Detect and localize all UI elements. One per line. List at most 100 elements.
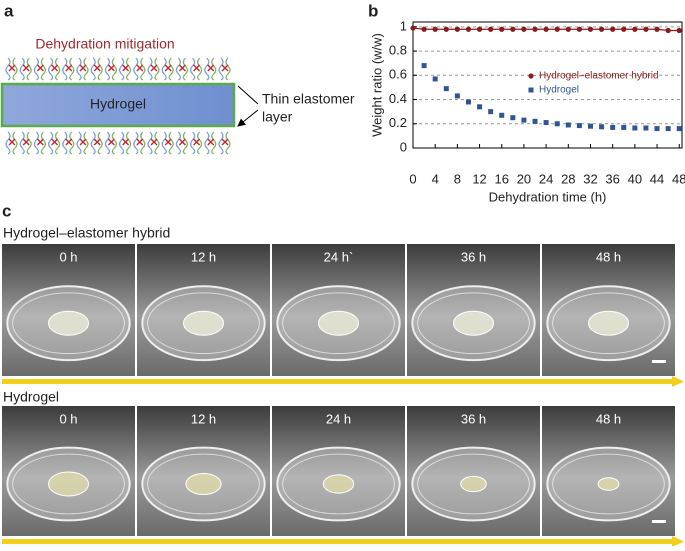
y-tick-label: 0 (400, 139, 407, 154)
chain (140, 57, 146, 81)
sample (453, 310, 494, 336)
chain (69, 131, 75, 155)
point (521, 117, 527, 123)
point (410, 25, 416, 31)
x-tick-label: 40 (628, 171, 642, 186)
time-arrow-head (672, 536, 684, 547)
x-tick-label: 20 (517, 171, 531, 186)
point (443, 26, 449, 32)
crosslink (8, 64, 16, 72)
point (621, 26, 627, 32)
crosslink (164, 64, 172, 72)
sample (588, 310, 629, 336)
sample (460, 475, 487, 493)
chain (83, 131, 89, 155)
point (576, 26, 582, 32)
sample (185, 472, 222, 496)
crosslink (79, 64, 87, 72)
chain (62, 57, 68, 81)
dish-inner (282, 453, 395, 515)
point (499, 112, 505, 118)
point (643, 125, 649, 131)
panel-label: c (2, 201, 11, 220)
row-title: Hydrogel (3, 389, 59, 405)
dish-inner (147, 292, 260, 355)
chain (225, 57, 231, 81)
chain (190, 131, 196, 155)
chain (161, 57, 167, 81)
crosslink (178, 64, 186, 72)
sample (322, 474, 355, 494)
point (554, 26, 560, 32)
chain (147, 131, 153, 155)
chain (168, 57, 174, 81)
y-tick-label: 0.2 (389, 115, 407, 130)
legend-marker (528, 87, 534, 93)
plot-frame (412, 21, 683, 149)
crosslink (221, 138, 229, 146)
x-tick-label: 0 (409, 171, 416, 186)
y-axis-label: Weight ratio (w/w) (369, 33, 384, 137)
chain (140, 131, 146, 155)
chain (218, 57, 224, 81)
legend-marker (528, 73, 534, 79)
point (632, 125, 638, 131)
chain (48, 131, 54, 155)
chain (62, 131, 68, 155)
point (521, 26, 527, 32)
legend-label: Hydrogel (539, 85, 579, 96)
crosslink (36, 138, 44, 146)
point (421, 26, 427, 32)
chain (48, 57, 54, 81)
chain (76, 57, 82, 81)
crosslink (221, 64, 229, 72)
crosslink (136, 138, 144, 146)
crosslink (93, 138, 101, 146)
point (554, 121, 560, 127)
point (499, 26, 505, 32)
time-arrow (2, 379, 674, 384)
chain (104, 57, 110, 81)
point (587, 123, 593, 129)
chain (104, 131, 110, 155)
y-tick-label: 0.8 (389, 43, 407, 58)
crosslink (79, 138, 87, 146)
row-title: Hydrogel–elastomer hybrid (3, 225, 170, 241)
dish-inner (552, 292, 665, 355)
point (476, 26, 483, 32)
chain (133, 57, 139, 81)
chain (126, 131, 132, 155)
dish-inner (417, 292, 530, 355)
crosslink (107, 64, 115, 72)
dish-inner (147, 453, 260, 515)
x-tick-label: 28 (561, 171, 575, 186)
time-label: 0 h (59, 411, 77, 426)
chain (161, 131, 167, 155)
point (676, 27, 682, 34)
crosslink (22, 64, 30, 72)
chain (211, 131, 217, 155)
mitigation-text: Dehydration mitigation (35, 36, 174, 52)
point (432, 26, 438, 32)
point (598, 26, 605, 32)
time-label: 12 h (191, 411, 216, 426)
chain (97, 57, 103, 81)
x-tick-label: 24 (539, 171, 553, 186)
chain (12, 57, 18, 81)
x-tick-label: 32 (583, 171, 597, 186)
chain (119, 57, 125, 81)
legend-label: Hydrogel–elastomer hybrid (539, 71, 659, 82)
crosslink (36, 64, 44, 72)
crosslink (193, 64, 201, 72)
crosslink (207, 138, 215, 146)
chain (5, 131, 11, 155)
point (432, 76, 438, 82)
chain (190, 57, 196, 81)
dish-inner (282, 292, 395, 355)
dish-inner (12, 453, 125, 515)
point (454, 26, 460, 32)
point (576, 123, 582, 129)
chain (225, 131, 231, 155)
crosslink (122, 64, 130, 72)
x-tick-label: 8 (454, 171, 461, 186)
